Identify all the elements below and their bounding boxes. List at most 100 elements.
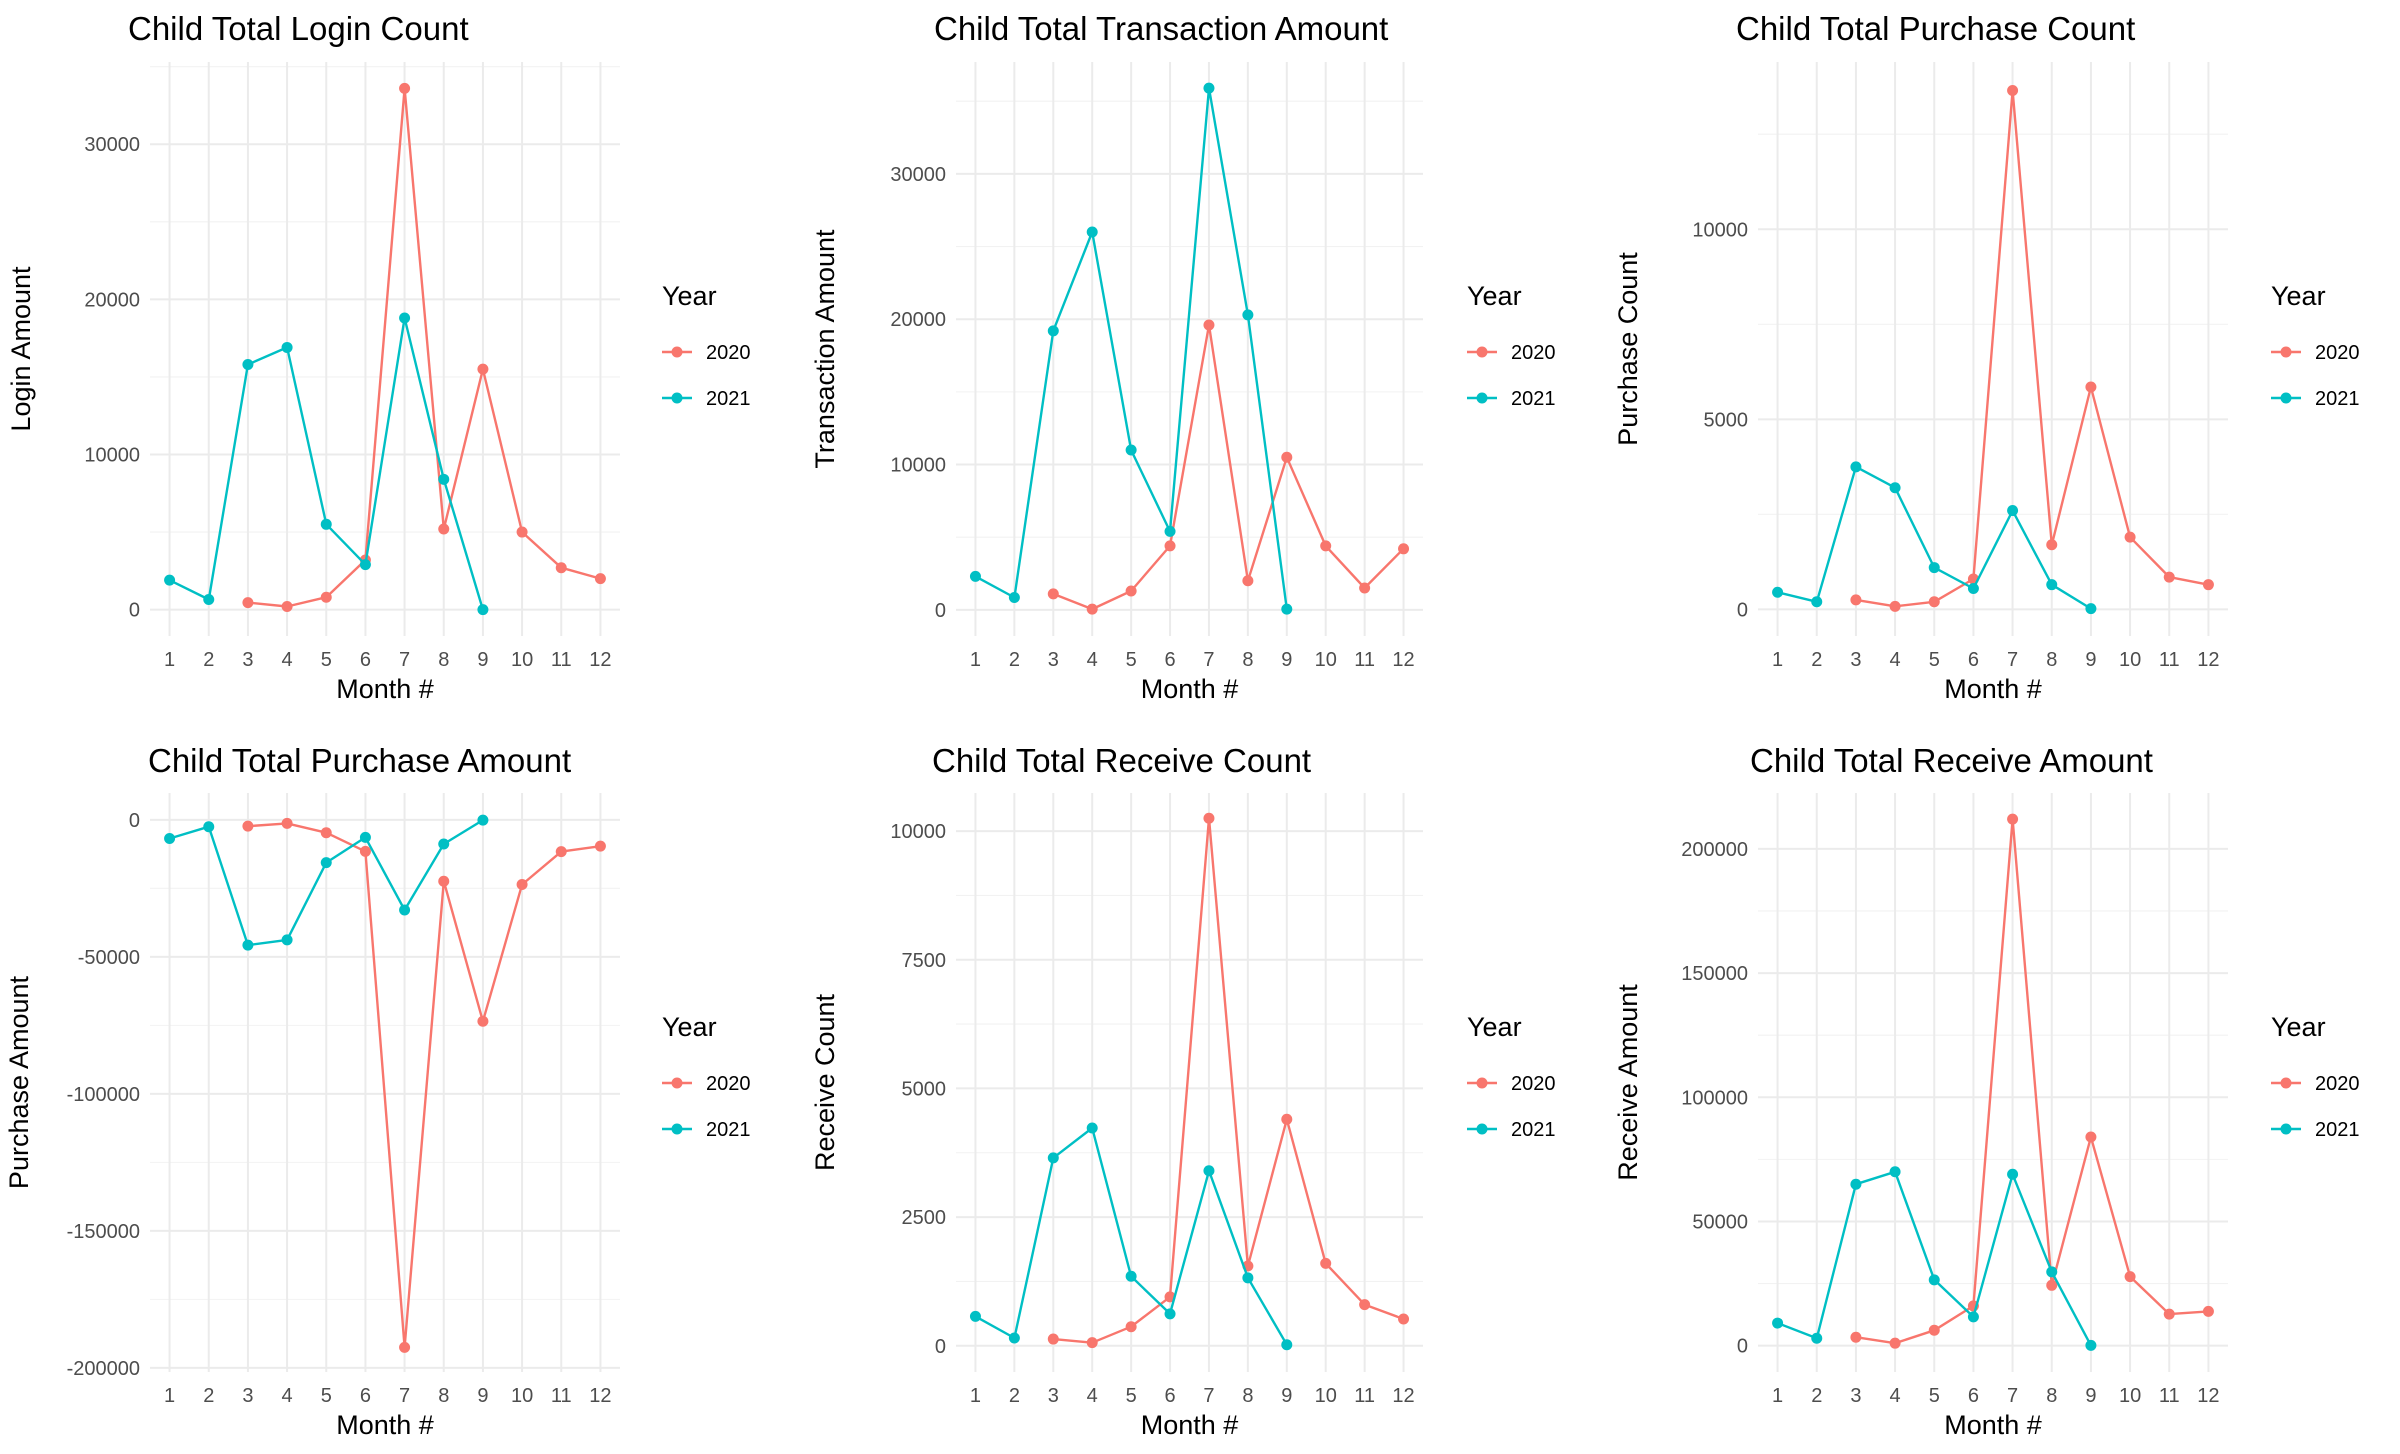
x-axis-label: Month # bbox=[336, 674, 434, 704]
x-tick-label: 2 bbox=[203, 1385, 214, 1407]
data-point-2021 bbox=[1203, 82, 1215, 94]
x-tick-label: 6 bbox=[1164, 649, 1175, 671]
y-tick-label: 0 bbox=[1737, 599, 1748, 621]
chart-title: Child Total Transaction Amount bbox=[934, 10, 1388, 47]
data-point-2021 bbox=[281, 934, 293, 946]
y-tick-label: 10000 bbox=[1692, 219, 1748, 241]
legend-label: 2021 bbox=[706, 1119, 751, 1141]
data-point-2021 bbox=[242, 359, 254, 371]
y-tick-label: -150000 bbox=[67, 1221, 140, 1243]
series-line-2020 bbox=[247, 822, 601, 1349]
data-point-2021 bbox=[281, 341, 293, 353]
data-point-2020 bbox=[2163, 1308, 2175, 1320]
y-tick-label: -50000 bbox=[78, 947, 140, 969]
x-tick-label: 6 bbox=[1164, 1385, 1175, 1407]
data-point-2020 bbox=[1047, 588, 1059, 600]
x-tick-label: 11 bbox=[2159, 649, 2180, 671]
x-tick-label: 2 bbox=[203, 649, 214, 671]
data-point-2021 bbox=[1047, 1152, 1059, 1164]
x-tick-label: 9 bbox=[2085, 1385, 2096, 1407]
data-point-2021 bbox=[477, 604, 489, 616]
legend-title: Year bbox=[1467, 1012, 1522, 1042]
legend-key-point bbox=[2280, 1077, 2292, 1089]
x-tick-label: 5 bbox=[1929, 1385, 1940, 1407]
legend-title: Year bbox=[662, 281, 717, 311]
y-tick-label: 100000 bbox=[1681, 1087, 1748, 1109]
data-point-2021 bbox=[2046, 579, 2058, 591]
x-tick-label: 5 bbox=[1126, 649, 1137, 671]
data-point-2021 bbox=[1850, 461, 1862, 473]
x-tick-label: 5 bbox=[321, 649, 332, 671]
data-point-2021 bbox=[359, 559, 371, 571]
data-point-2021 bbox=[1242, 309, 1254, 321]
y-tick-label: 0 bbox=[935, 1336, 946, 1358]
series-line-2020 bbox=[1052, 323, 1405, 611]
x-axis-label: Month # bbox=[1944, 1410, 2042, 1440]
x-tick-label: 7 bbox=[2007, 649, 2018, 671]
legend-key-point bbox=[671, 346, 683, 358]
data-point-2021 bbox=[2046, 1266, 2058, 1278]
x-tick-label: 9 bbox=[1281, 649, 1292, 671]
data-point-2020 bbox=[1359, 1299, 1371, 1311]
x-tick-label: 8 bbox=[438, 1385, 449, 1407]
x-tick-label: 1 bbox=[164, 649, 175, 671]
legend-title: Year bbox=[2271, 1012, 2326, 1042]
data-point-2021 bbox=[1928, 1274, 1940, 1286]
legend-label: 2021 bbox=[1511, 1119, 1556, 1141]
legend-key-point bbox=[2280, 1123, 2292, 1135]
data-point-2020 bbox=[2046, 1279, 2058, 1291]
y-axis-label: Transaction Amount bbox=[810, 229, 840, 469]
y-tick-label: 30000 bbox=[890, 164, 946, 186]
legend: Year 2020 2021 bbox=[1467, 281, 1556, 410]
x-tick-label: 12 bbox=[1392, 649, 1414, 671]
data-point-2020 bbox=[2124, 531, 2136, 543]
x-tick-label: 1 bbox=[1772, 649, 1783, 671]
series-line-2020 bbox=[247, 87, 601, 608]
y-tick-label: 10000 bbox=[890, 821, 946, 843]
data-point-2021 bbox=[320, 518, 332, 530]
data-point-2020 bbox=[1320, 1257, 1332, 1269]
data-point-2020 bbox=[2202, 1305, 2214, 1317]
legend-label: 2020 bbox=[2315, 342, 2360, 364]
x-tick-label: 9 bbox=[1281, 1385, 1292, 1407]
data-point-2021 bbox=[969, 1310, 981, 1322]
data-point-2020 bbox=[594, 573, 606, 585]
x-tick-label: 4 bbox=[1890, 649, 1901, 671]
data-point-2020 bbox=[1281, 451, 1293, 463]
legend-key-point bbox=[1476, 1123, 1488, 1135]
data-point-2021 bbox=[1850, 1178, 1862, 1190]
data-point-2021 bbox=[1811, 1332, 1823, 1344]
data-point-2021 bbox=[477, 814, 489, 826]
x-tick-label: 10 bbox=[511, 1385, 533, 1407]
x-tick-label: 6 bbox=[1968, 1385, 1979, 1407]
x-tick-label: 11 bbox=[551, 649, 572, 671]
data-point-2021 bbox=[1281, 1339, 1293, 1351]
data-point-2020 bbox=[2163, 571, 2175, 583]
data-point-2021 bbox=[2085, 1339, 2097, 1351]
x-tick-label: 3 bbox=[1048, 1385, 1059, 1407]
x-tick-label: 8 bbox=[2046, 649, 2057, 671]
legend-label: 2021 bbox=[1511, 388, 1556, 410]
x-tick-label: 5 bbox=[1126, 1385, 1137, 1407]
x-tick-label: 4 bbox=[282, 1385, 293, 1407]
legend-key-point bbox=[671, 1123, 683, 1135]
x-tick-label: 8 bbox=[1242, 1385, 1253, 1407]
data-point-2020 bbox=[516, 879, 528, 891]
x-tick-label: 3 bbox=[1048, 649, 1059, 671]
y-tick-label: 20000 bbox=[890, 309, 946, 331]
data-point-2020 bbox=[1398, 1313, 1410, 1325]
legend-label: 2021 bbox=[2315, 388, 2360, 410]
x-tick-label: 4 bbox=[1890, 1385, 1901, 1407]
data-point-2021 bbox=[203, 594, 215, 606]
x-tick-label: 12 bbox=[1392, 1385, 1414, 1407]
x-tick-label: 3 bbox=[242, 649, 253, 671]
data-point-2020 bbox=[477, 363, 489, 375]
data-point-2020 bbox=[1125, 585, 1137, 597]
chart-title: Child Total Purchase Amount bbox=[148, 742, 571, 779]
x-tick-label: 2 bbox=[1811, 1385, 1822, 1407]
series-line-2020 bbox=[1855, 89, 2209, 608]
x-tick-label: 11 bbox=[1354, 1385, 1375, 1407]
data-point-2020 bbox=[2007, 813, 2019, 825]
